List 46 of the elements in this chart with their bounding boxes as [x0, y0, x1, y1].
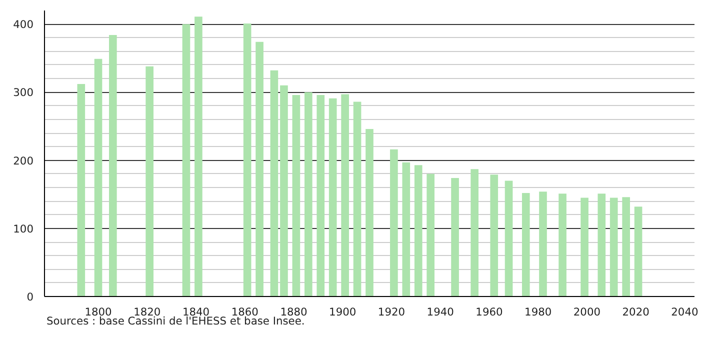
- y-tick-label: 0: [26, 290, 34, 304]
- bar: [316, 94, 325, 296]
- bar: [426, 174, 434, 296]
- bar: [504, 180, 513, 296]
- bar: [622, 197, 630, 296]
- bar: [194, 16, 202, 296]
- bar: [539, 192, 547, 296]
- bar: [341, 94, 349, 296]
- bar: [402, 162, 410, 296]
- bar: [94, 58, 102, 296]
- y-tick-label: 400: [13, 18, 34, 32]
- x-tick-label: 2020: [622, 306, 650, 318]
- y-tick-label: 200: [13, 154, 34, 168]
- bar: [634, 206, 642, 296]
- bar: [580, 198, 588, 296]
- x-tick-label: 1940: [426, 306, 454, 318]
- x-tick-label: 1980: [524, 306, 552, 318]
- x-tick-label: 2040: [671, 306, 699, 318]
- bar: [522, 192, 530, 296]
- x-tick-label: 2000: [573, 306, 601, 318]
- x-tick-label: 1960: [476, 306, 504, 318]
- bar: [270, 70, 278, 296]
- y-tick-label: 300: [13, 86, 34, 100]
- y-tick-label: 100: [13, 222, 34, 236]
- bar: [292, 94, 300, 296]
- bar: [146, 66, 154, 296]
- bar: [328, 98, 337, 296]
- bar: [366, 128, 374, 296]
- bar: [470, 169, 478, 296]
- bar: [304, 92, 312, 296]
- bar: [280, 85, 288, 296]
- bar: [598, 194, 606, 296]
- bar: [390, 149, 398, 296]
- bar: [414, 165, 422, 296]
- x-tick-label: 1900: [329, 306, 356, 318]
- bar: [256, 42, 264, 296]
- bar: [451, 178, 459, 296]
- bar: [182, 24, 190, 296]
- bar: [243, 23, 252, 296]
- x-tick-label: 1920: [378, 306, 406, 318]
- bar: [610, 198, 618, 296]
- bar: [353, 102, 362, 296]
- bar: [77, 84, 86, 296]
- bar: [558, 194, 566, 296]
- bar: [490, 174, 498, 296]
- bar: [109, 35, 117, 296]
